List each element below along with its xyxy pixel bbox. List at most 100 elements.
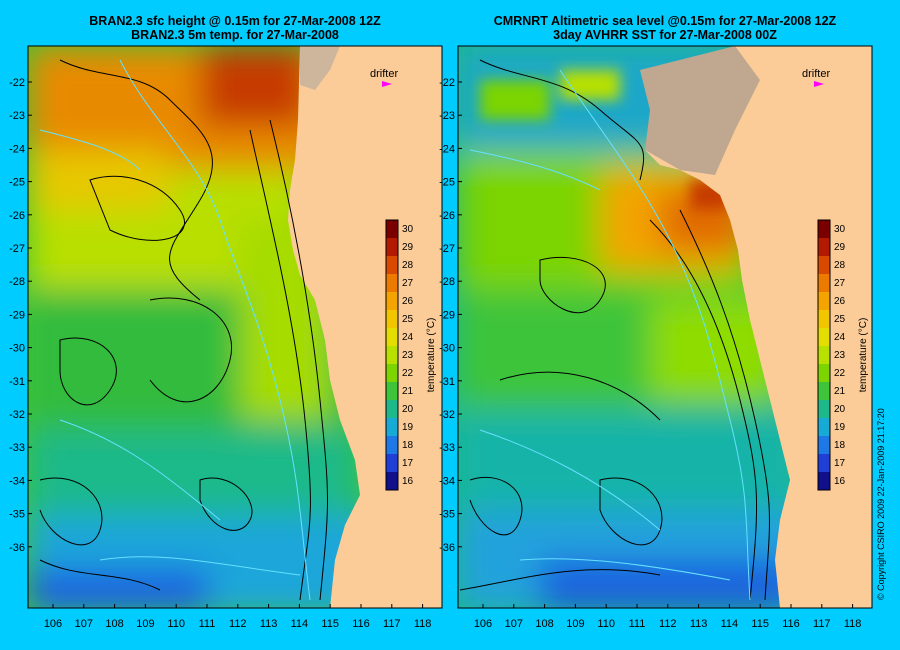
colorbar-tick-label: 26 bbox=[834, 296, 846, 307]
colorbar-swatch bbox=[818, 454, 830, 473]
lon-tick-label: 115 bbox=[321, 618, 339, 630]
colorbar-tick-label: 24 bbox=[402, 332, 414, 343]
lon-tick-label: 106 bbox=[474, 618, 492, 630]
colorbar-tick-label: 17 bbox=[402, 458, 414, 469]
lat-tick-label: -35 bbox=[439, 509, 455, 521]
lat-tick-label: -28 bbox=[439, 276, 455, 288]
lon-tick-label: 111 bbox=[199, 618, 216, 630]
colorbar-swatch bbox=[818, 292, 830, 311]
colorbar-swatch bbox=[386, 418, 398, 437]
colorbar-swatch bbox=[386, 382, 398, 401]
left-drifter-label: drifter bbox=[370, 68, 398, 80]
lon-tick-label: 116 bbox=[352, 618, 370, 630]
lat-tick-label: -23 bbox=[439, 110, 455, 122]
colorbar-swatch bbox=[818, 220, 830, 239]
left-title-line2: BRAN2.3 5m temp. for 27-Mar-2008 bbox=[131, 28, 339, 42]
lat-tick-label: -24 bbox=[439, 143, 455, 155]
colorbar-swatch bbox=[386, 472, 398, 491]
colorbar-swatch bbox=[386, 274, 398, 293]
lon-tick-label: 117 bbox=[813, 618, 831, 630]
lat-tick-label: -25 bbox=[9, 177, 25, 189]
lon-tick-label: 106 bbox=[44, 618, 62, 630]
colorbar-swatch bbox=[818, 436, 830, 455]
lat-tick-label: -27 bbox=[9, 243, 25, 255]
colorbar-swatch bbox=[386, 328, 398, 347]
colorbar-tick-label: 27 bbox=[834, 278, 846, 289]
colorbar-tick-label: 21 bbox=[834, 386, 846, 397]
colorbar-swatch bbox=[818, 364, 830, 383]
colorbar-tick-label: 23 bbox=[402, 350, 414, 361]
colorbar-tick-label: 28 bbox=[834, 260, 846, 271]
colorbar-tick-label: 20 bbox=[402, 404, 414, 415]
colorbar-swatch bbox=[386, 256, 398, 275]
colorbar-swatch bbox=[818, 400, 830, 419]
colorbar-label: temperature (°C) bbox=[426, 318, 437, 393]
left-title-line1: BRAN2.3 sfc height @ 0.15m for 27-Mar-20… bbox=[89, 14, 381, 28]
colorbar-swatch bbox=[386, 436, 398, 455]
colorbar-swatch bbox=[818, 418, 830, 437]
lon-tick-label: 112 bbox=[229, 618, 247, 630]
lon-tick-label: 107 bbox=[75, 618, 93, 630]
colorbar-tick-label: 22 bbox=[402, 368, 414, 379]
lat-tick-label: -34 bbox=[9, 475, 25, 487]
colorbar-tick-label: 24 bbox=[834, 332, 846, 343]
lon-tick-label: 118 bbox=[414, 618, 432, 630]
lat-tick-label: -33 bbox=[9, 442, 25, 454]
lon-tick-label: 114 bbox=[291, 618, 309, 630]
lon-tick-label: 112 bbox=[659, 618, 677, 630]
colorbar-tick-label: 16 bbox=[834, 476, 846, 487]
colorbar-tick-label: 29 bbox=[834, 242, 846, 253]
colorbar-tick-label: 25 bbox=[834, 314, 846, 325]
right-title-line2: 3day AVHRR SST for 27-Mar-2008 00Z bbox=[553, 28, 777, 42]
colorbar-swatch bbox=[818, 274, 830, 293]
colorbar-swatch bbox=[818, 328, 830, 347]
lon-tick-label: 116 bbox=[782, 618, 800, 630]
lon-tick-label: 110 bbox=[167, 618, 185, 630]
colorbar-tick-label: 25 bbox=[402, 314, 414, 325]
colorbar-swatch bbox=[386, 310, 398, 329]
left-map-panel: drifter bbox=[28, 46, 442, 608]
colorbar-tick-label: 21 bbox=[402, 386, 414, 397]
colorbar-tick-label: 18 bbox=[402, 440, 414, 451]
colorbar-tick-label: 19 bbox=[402, 422, 414, 433]
lon-tick-label: 113 bbox=[260, 618, 278, 630]
lat-tick-label: -25 bbox=[439, 177, 455, 189]
lon-tick-label: 115 bbox=[751, 618, 769, 630]
colorbar-swatch bbox=[386, 346, 398, 365]
right-drifter-icon bbox=[814, 81, 824, 87]
colorbar-label: temperature (°C) bbox=[858, 318, 869, 393]
colorbar-tick-label: 27 bbox=[402, 278, 414, 289]
lon-tick-label: 117 bbox=[383, 618, 401, 630]
colorbar-tick-label: 17 bbox=[834, 458, 846, 469]
lat-tick-label: -22 bbox=[9, 77, 25, 89]
lat-tick-label: -32 bbox=[9, 409, 25, 421]
lat-tick-label: -32 bbox=[439, 409, 455, 421]
lat-tick-label: -29 bbox=[439, 309, 455, 321]
colorbar-tick-label: 16 bbox=[402, 476, 414, 487]
left-drifter-icon bbox=[382, 81, 392, 87]
colorbar-tick-label: 19 bbox=[834, 422, 846, 433]
colorbar-tick-label: 28 bbox=[402, 260, 414, 271]
lon-tick-label: 107 bbox=[505, 618, 523, 630]
lat-tick-label: -30 bbox=[9, 343, 25, 355]
colorbar-tick-label: 29 bbox=[402, 242, 414, 253]
colorbar-swatch bbox=[818, 472, 830, 491]
copyright-credit: © Copyright CSIRO 2009 22-Jan-2009 21:17… bbox=[876, 408, 886, 600]
lon-tick-label: 108 bbox=[535, 618, 553, 630]
lon-tick-label: 108 bbox=[105, 618, 123, 630]
right-map-panel: drifter bbox=[458, 46, 872, 608]
lat-tick-label: -23 bbox=[9, 110, 25, 122]
colorbar-swatch bbox=[386, 292, 398, 311]
lon-tick-label: 109 bbox=[566, 618, 584, 630]
colorbar-tick-label: 23 bbox=[834, 350, 846, 361]
colorbar-tick-label: 30 bbox=[402, 224, 414, 235]
colorbar-frame bbox=[385, 219, 399, 491]
lat-tick-label: -31 bbox=[9, 376, 25, 388]
colorbar-swatch bbox=[386, 238, 398, 257]
lat-tick-label: -30 bbox=[439, 343, 455, 355]
colorbar-swatch bbox=[386, 220, 398, 239]
lon-tick-label: 109 bbox=[136, 618, 154, 630]
lat-tick-label: -35 bbox=[9, 509, 25, 521]
colorbar-tick-label: 30 bbox=[834, 224, 846, 235]
